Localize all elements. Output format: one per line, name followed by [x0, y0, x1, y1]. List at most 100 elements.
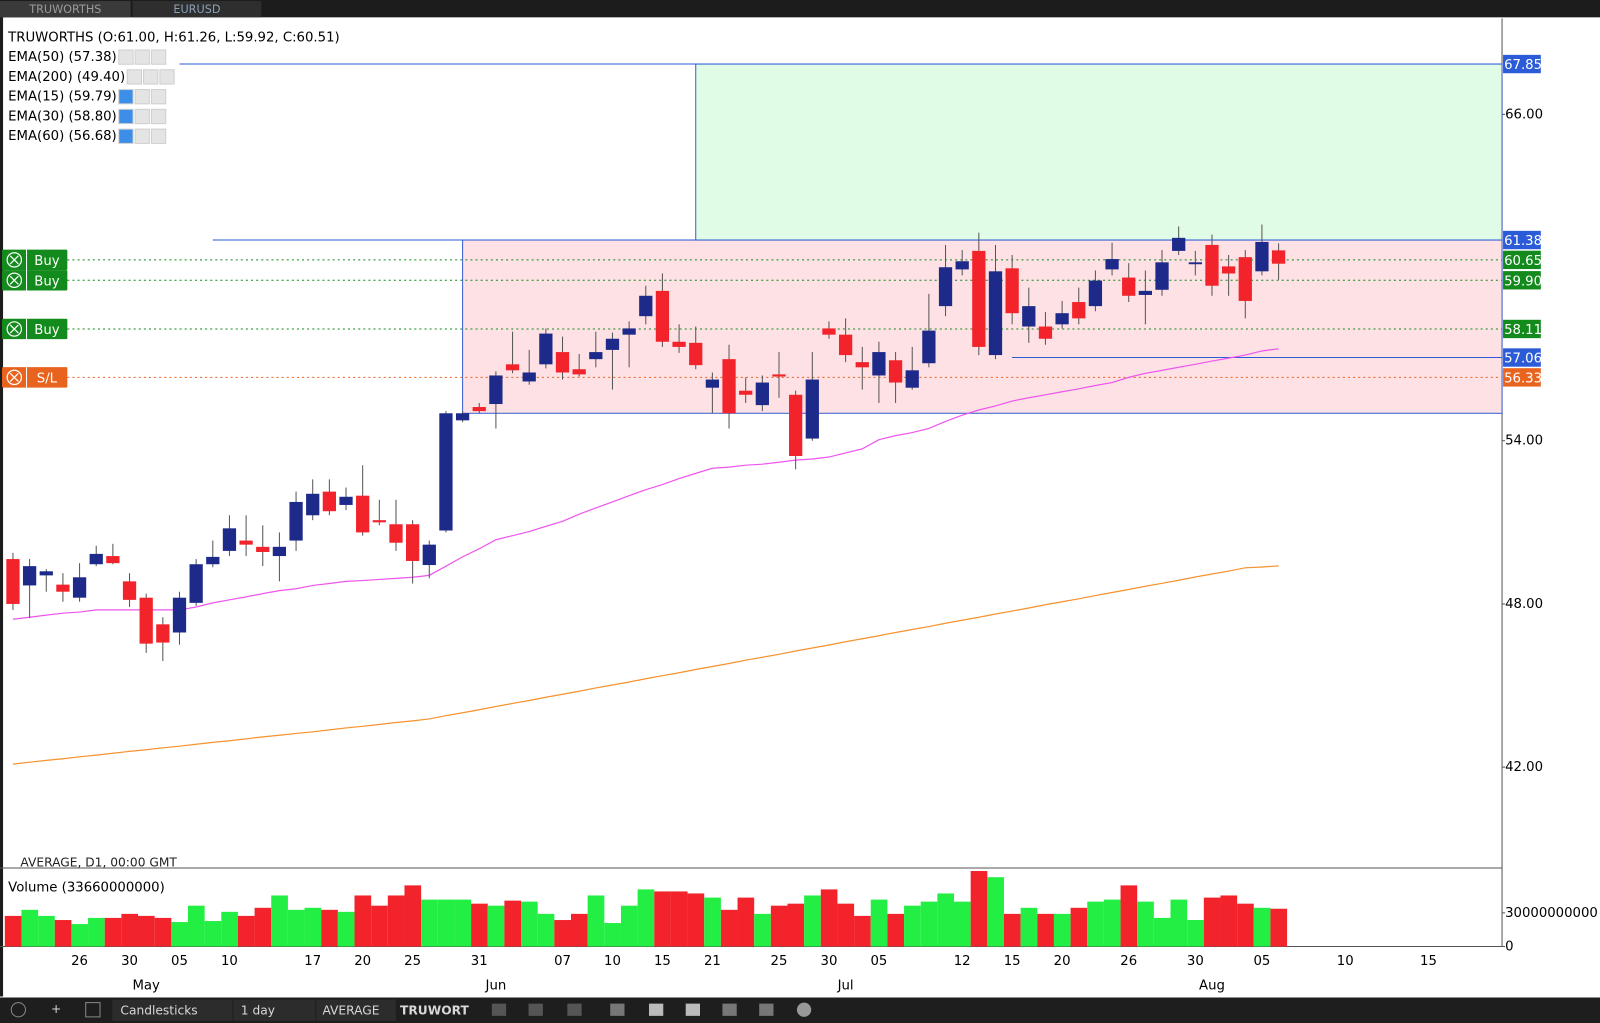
volume-panel: 0 30000000000 Volume (33660000000): [4, 871, 1598, 955]
volume-bar: [954, 901, 971, 947]
level-label: 67.85: [1504, 58, 1542, 73]
level-label: 58.11: [1504, 323, 1542, 338]
legend-icon[interactable]: [126, 69, 143, 85]
legend-icon[interactable]: [118, 49, 134, 65]
volume-bar: [987, 877, 1004, 947]
toolbar-items: + Candlesticks 1 day AVERAGE TRUWORT: [10, 999, 812, 1021]
legend-icon[interactable]: [134, 49, 150, 65]
tool-icon[interactable]: [491, 1003, 507, 1016]
month-label: Aug: [1199, 978, 1225, 993]
candle-body: [39, 571, 53, 576]
candle-body: [172, 597, 187, 633]
order-button[interactable]: [2, 249, 68, 271]
candle-body: [705, 379, 720, 388]
legend-icon[interactable]: [134, 89, 150, 105]
order-close-x: [9, 372, 19, 382]
price-panel: TRUWORTHS (O:61.00, H:61.26, L:59.92, C:…: [2, 31, 1543, 993]
volume-bar: [787, 903, 805, 947]
month-label: May: [132, 978, 160, 993]
volume-bar: [321, 909, 338, 947]
month-label: Jun: [485, 978, 507, 993]
volume-bar: [171, 922, 188, 947]
candle-body: [1105, 259, 1119, 270]
volume-bar: [1153, 917, 1171, 947]
y-tick-label: 42.00: [1505, 760, 1543, 775]
volume-bar: [1203, 897, 1221, 947]
volume-bar: [21, 909, 39, 947]
tab-label[interactable]: EURUSD: [173, 3, 220, 16]
level-label: 56.33: [1504, 371, 1542, 386]
candle-body: [805, 379, 819, 439]
candle-body: [422, 544, 436, 566]
tool-icon[interactable]: [567, 1003, 582, 1016]
candle-body: [322, 491, 336, 512]
tool-icon[interactable]: [685, 1003, 700, 1016]
crop-icon[interactable]: [85, 1002, 101, 1018]
tab-label[interactable]: TRUWORTHS: [28, 3, 101, 16]
volume-bar: [254, 907, 272, 947]
tab[interactable]: [0, 1, 131, 18]
legend-icon[interactable]: [118, 89, 134, 105]
price-type[interactable]: AVERAGE: [322, 1003, 379, 1017]
candle-body: [472, 407, 486, 412]
level-label: 60.65: [1504, 254, 1542, 269]
order-button[interactable]: [2, 318, 68, 340]
volume-bar: [654, 891, 671, 947]
candle-body: [139, 597, 153, 644]
legend-icon[interactable]: [118, 108, 134, 125]
info-icon[interactable]: [10, 1002, 27, 1018]
candle-body: [339, 496, 353, 505]
x-tick-label: 10: [604, 954, 621, 969]
tab[interactable]: [132, 1, 262, 18]
legend-icon[interactable]: [134, 128, 150, 144]
chart-type[interactable]: Candlesticks: [120, 1003, 197, 1017]
volume-bar: [870, 899, 888, 947]
x-tick-label: 15: [654, 954, 671, 969]
dropdown[interactable]: [316, 999, 396, 1021]
candle-body: [988, 271, 1003, 356]
candle-body: [372, 520, 386, 523]
x-tick-label: 26: [1120, 954, 1137, 969]
volume-bar: [387, 895, 405, 947]
volume-bar: [820, 889, 838, 947]
candle-body: [605, 338, 620, 350]
order-close-x: [9, 324, 19, 334]
settings-icon[interactable]: [796, 1002, 812, 1017]
volume-bar: [1137, 901, 1154, 947]
legend-icon[interactable]: [150, 128, 167, 144]
candle-body: [872, 352, 886, 376]
legend-icon[interactable]: [150, 89, 167, 105]
legend-icon[interactable]: [143, 69, 159, 85]
candle-body: [1188, 262, 1202, 265]
order-button[interactable]: [2, 270, 68, 291]
volume-bar: [504, 900, 522, 947]
volume-bar: [687, 893, 705, 947]
volume-bar: [437, 899, 455, 947]
volume-bar: [138, 915, 155, 947]
tool-icon[interactable]: [610, 1003, 625, 1016]
y-tick-label: 66.00: [1505, 107, 1543, 122]
tool-icon[interactable]: [759, 1003, 774, 1016]
legend-icon[interactable]: [159, 69, 175, 85]
volume-bar: [754, 913, 771, 947]
symbol[interactable]: TRUWORT: [400, 1003, 469, 1017]
dropdown[interactable]: [112, 999, 233, 1021]
candle-body: [1072, 302, 1086, 319]
tool-icon[interactable]: [528, 1003, 543, 1016]
volume-bar: [71, 924, 89, 947]
candle-body: [1238, 257, 1252, 301]
legend-icon[interactable]: [134, 108, 150, 125]
level-tag: [1503, 230, 1541, 250]
timeframe[interactable]: 1 day: [241, 1003, 275, 1017]
ema-line: [12, 565, 1279, 765]
order-label: Buy: [34, 323, 59, 338]
order-button[interactable]: [2, 367, 68, 388]
candle-body: [1005, 268, 1019, 314]
legend-icon[interactable]: [118, 128, 134, 144]
tool-icon[interactable]: [722, 1003, 737, 1016]
tool-icon[interactable]: [648, 1003, 664, 1016]
legend-icon[interactable]: [150, 108, 167, 125]
legend-icon[interactable]: [150, 49, 167, 65]
crosshair-icon[interactable]: +: [51, 1002, 61, 1016]
dropdown[interactable]: [233, 999, 316, 1021]
